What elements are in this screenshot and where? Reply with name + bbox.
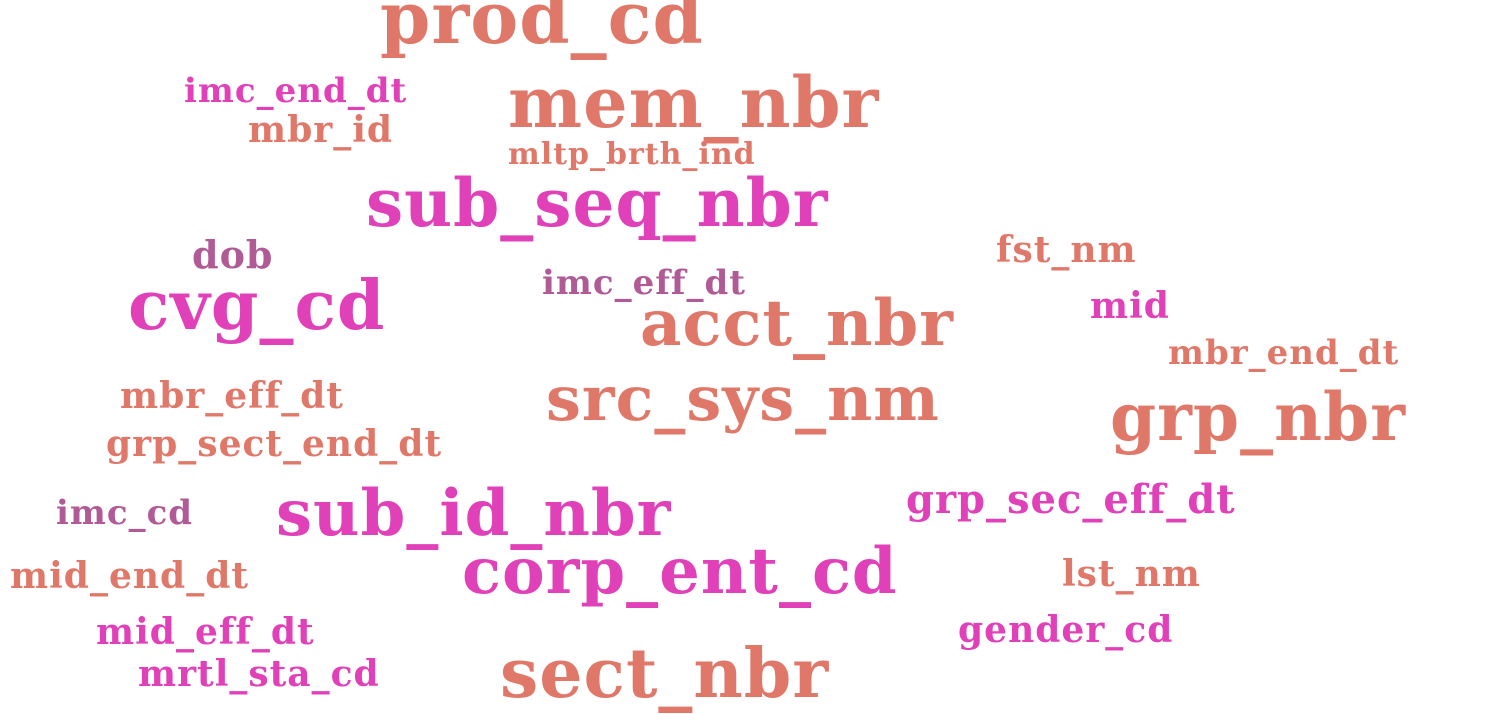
word-grp-nbr: grp_nbr — [1110, 378, 1406, 456]
word-acct-nbr: acct_nbr — [640, 286, 954, 361]
word-fst-nm: fst_nm — [996, 229, 1137, 271]
word-mltp-brth-ind: mltp_brth_ind — [508, 137, 756, 172]
word-mid: mid — [1090, 285, 1170, 327]
word-prod-cd: prod_cd — [380, 0, 704, 60]
word-mbr-id: mbr_id — [248, 109, 394, 151]
word-grp-sect-end-dt: grp_sect_end_dt — [106, 423, 443, 465]
word-imc-eff-dt: imc_eff_dt — [542, 263, 746, 303]
word-src-sys-nm: src_sys_nm — [546, 362, 940, 435]
word-imc-cd: imc_cd — [56, 493, 194, 533]
word-cvg-cd: cvg_cd — [128, 266, 386, 346]
word-imc-end-dt: imc_end_dt — [184, 71, 408, 111]
word-mbr-end-dt: mbr_end_dt — [1168, 333, 1400, 373]
word-mem-nbr: mem_nbr — [508, 61, 880, 144]
word-sub-id-nbr: sub_id_nbr — [276, 476, 672, 551]
word-sect-nbr: sect_nbr — [500, 634, 830, 714]
word-mid-eff-dt: mid_eff_dt — [96, 611, 315, 653]
word-lst-nm: lst_nm — [1062, 553, 1201, 595]
word-sub-seq-nbr: sub_seq_nbr — [366, 164, 829, 242]
word-corp-ent-cd: corp_ent_cd — [462, 534, 898, 609]
word-mbr-eff-dt: mbr_eff_dt — [120, 375, 344, 417]
word-mid-end-dt: mid_end_dt — [10, 555, 249, 597]
word-dob: dob — [192, 232, 274, 277]
word-mrtl-sta-cd: mrtl_sta_cd — [138, 653, 380, 695]
word-grp-sec-eff-dt: grp_sec_eff_dt — [906, 476, 1236, 523]
word-gender-cd: gender_cd — [958, 609, 1174, 651]
